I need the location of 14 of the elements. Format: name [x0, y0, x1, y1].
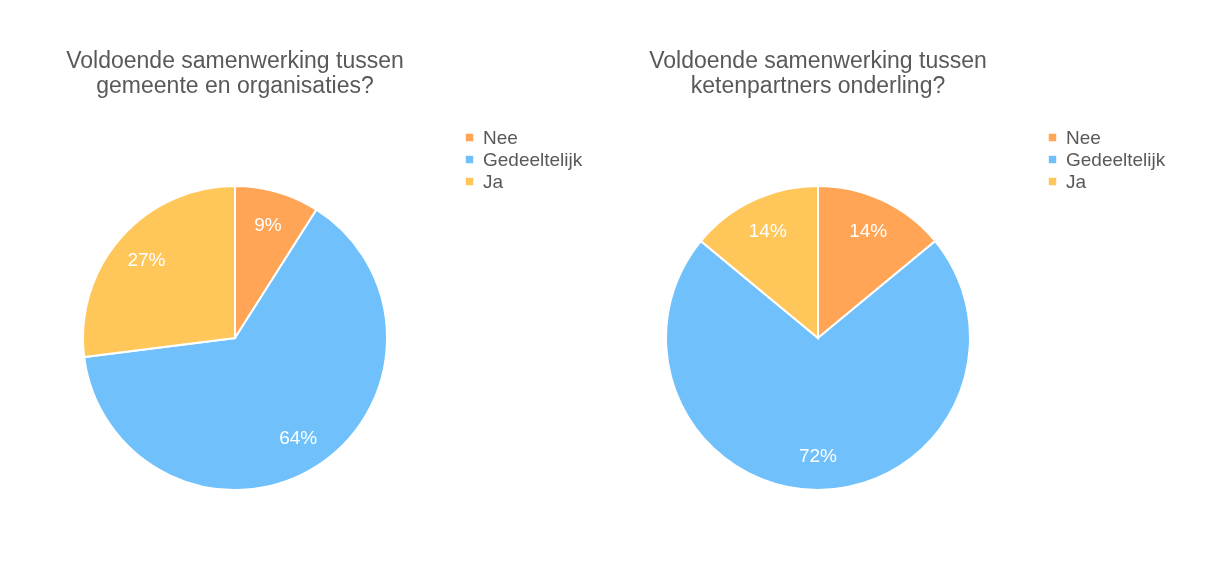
data-label: 72%	[798, 445, 838, 466]
data-label: 9%	[254, 213, 282, 235]
chart-title: Voldoende samenwerking tussen ketenpartners onderling?	[649, 47, 987, 98]
data-label: 27%	[127, 248, 166, 270]
legend-label: Ja	[483, 170, 504, 192]
legend-label: Nee	[483, 126, 518, 148]
data-label: 14%	[748, 220, 787, 242]
data-label: 64%	[279, 426, 318, 448]
legend-label: Gedeeltelijk	[483, 148, 583, 170]
data-label: 14%	[849, 220, 888, 242]
legend-label: Ja	[1066, 170, 1087, 192]
legend-label: Gedeeltelijk	[1066, 148, 1166, 170]
legend-label: Nee	[1066, 126, 1101, 148]
chart-title: Voldoende samenwerking tussen gemeente en organisaties?	[66, 47, 404, 98]
